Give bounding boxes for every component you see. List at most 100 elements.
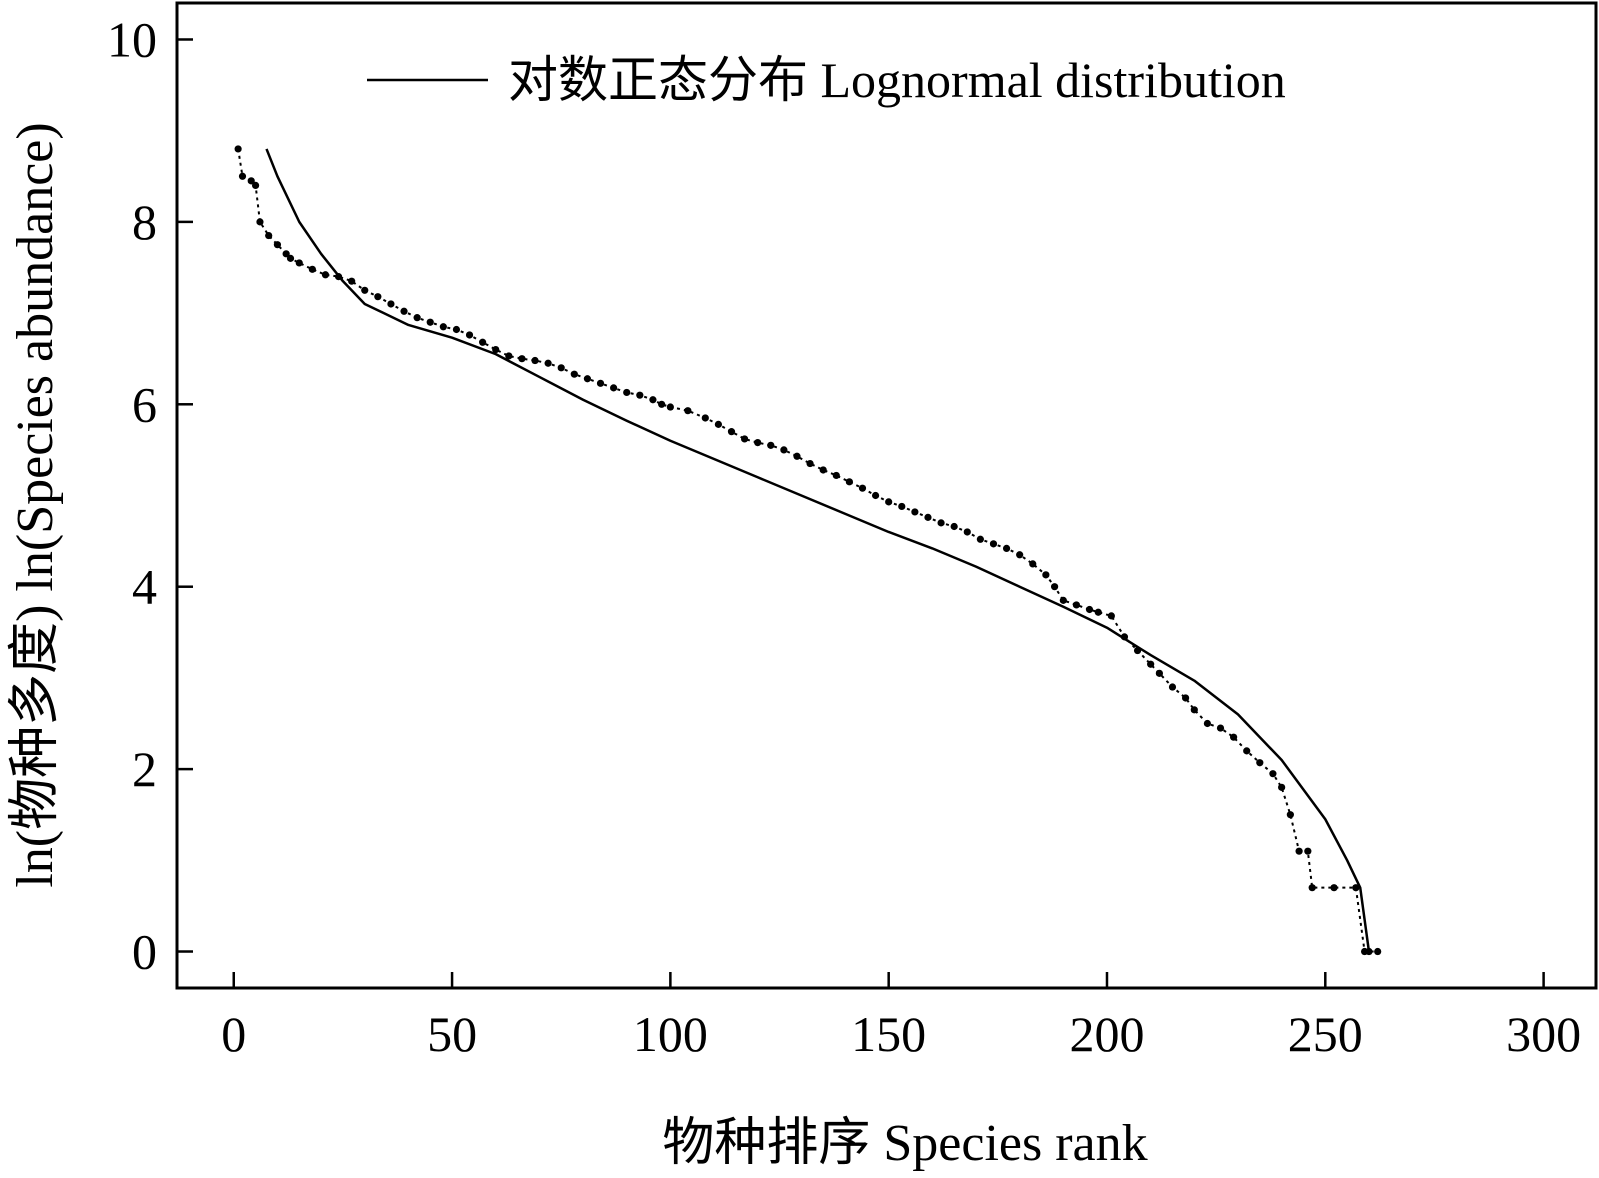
observed-point [247,177,255,185]
x-tick-label: 150 [851,1006,926,1062]
observed-point [1230,733,1238,741]
plot-area-border [175,1,1598,990]
observed-point [1029,560,1037,568]
observed-point [1042,571,1050,579]
observed-point [1190,706,1198,714]
observed-point [885,498,893,506]
y-tick-label: 10 [107,11,157,67]
observed-point [439,323,447,331]
observed-point [701,414,709,422]
y-tick-label: 0 [132,924,157,980]
observed-point [989,540,998,548]
observed-point [465,331,474,339]
observed-point [1094,608,1102,616]
observed-point [387,300,395,308]
observed-point [531,356,539,365]
observed-point [1155,669,1163,677]
observed-point [234,145,242,153]
observed-point [623,388,631,397]
observed-point [898,502,906,511]
y-tick-label: 8 [132,194,157,250]
observed-point [666,403,674,411]
observed-point [1286,811,1294,819]
observed-point [492,345,500,354]
y-axis-ticks: 0 2 4 6 8 10 [107,11,193,980]
observed-point [1085,605,1094,614]
observed-point [1181,694,1190,702]
observed-connector-line [237,148,1378,953]
observed-point [727,428,736,436]
observed-point [1304,847,1312,855]
observed-point [238,172,247,180]
observed-point [265,231,273,240]
observed-point [452,325,461,334]
observed-point [1256,759,1264,767]
observed-point [793,452,801,460]
legend-label: 对数正态分布 Lognormal distribution [508,52,1286,108]
observed-point [374,293,382,301]
observed-point [295,259,303,267]
x-axis-title: 物种排序 Species rank [662,1115,1147,1172]
observed-point [1050,583,1059,591]
observed-point [1107,612,1115,620]
observed-point [832,471,840,480]
observed-point [518,355,526,363]
observed-point [819,466,827,474]
observed-point [858,484,867,492]
observed-point [1330,884,1338,892]
observed-point [1168,683,1177,691]
observed-point [361,286,369,294]
observed-point [845,478,853,486]
observed-point [714,420,723,428]
legend: 对数正态分布 Lognormal distribution [367,52,1286,108]
observed-point [1002,544,1011,552]
observed-point [767,441,775,449]
x-tick-label: 50 [427,1006,477,1062]
observed-point [806,459,814,468]
observed-point [610,384,618,392]
observed-point [636,391,644,399]
observed-point [1147,660,1155,668]
y-tick-label: 4 [132,559,157,615]
observed-point [348,277,356,285]
observed-point [976,535,984,543]
observed-point [321,271,330,279]
observed-point [1365,947,1373,956]
observed-point [251,181,260,190]
observed-point [658,400,666,408]
x-axis-ticks: 0 50 100 150 200 250 300 [221,972,1581,1062]
observed-point [256,218,264,226]
y-axis-title: ln(物种多度) ln(Species abundance) [7,122,64,887]
observed-point [1295,847,1303,855]
observed-point [557,364,565,372]
observed-point [754,439,762,447]
observed-point [505,352,513,360]
observed-point [413,314,421,322]
observed-point [1352,884,1360,892]
observed-point [273,241,282,249]
observed-point [1059,596,1067,604]
observed-point [1243,747,1251,755]
y-axis-title-group: ln(物种多度) ln(Species abundance) [7,122,64,887]
observed-point [426,318,434,326]
x-tick-label: 0 [221,1006,246,1062]
observed-point [937,519,945,527]
observed-point [570,370,578,378]
observed-point [1203,719,1212,728]
observed-point [924,513,932,521]
observed-point [400,307,408,315]
observed-point [544,359,552,367]
observed-point [282,250,290,258]
observed-point [649,396,657,404]
observed-point [1269,770,1277,778]
x-tick-label: 200 [1069,1006,1144,1062]
y-tick-label: 6 [132,376,157,432]
series-layer [234,145,1382,956]
observed-point [583,375,592,383]
x-tick-label: 250 [1288,1006,1363,1062]
x-tick-label: 100 [633,1006,708,1062]
observed-point [684,407,692,415]
lognormal-fit-line [265,148,1371,952]
observed-point [286,254,295,262]
observed-point [1016,551,1024,559]
